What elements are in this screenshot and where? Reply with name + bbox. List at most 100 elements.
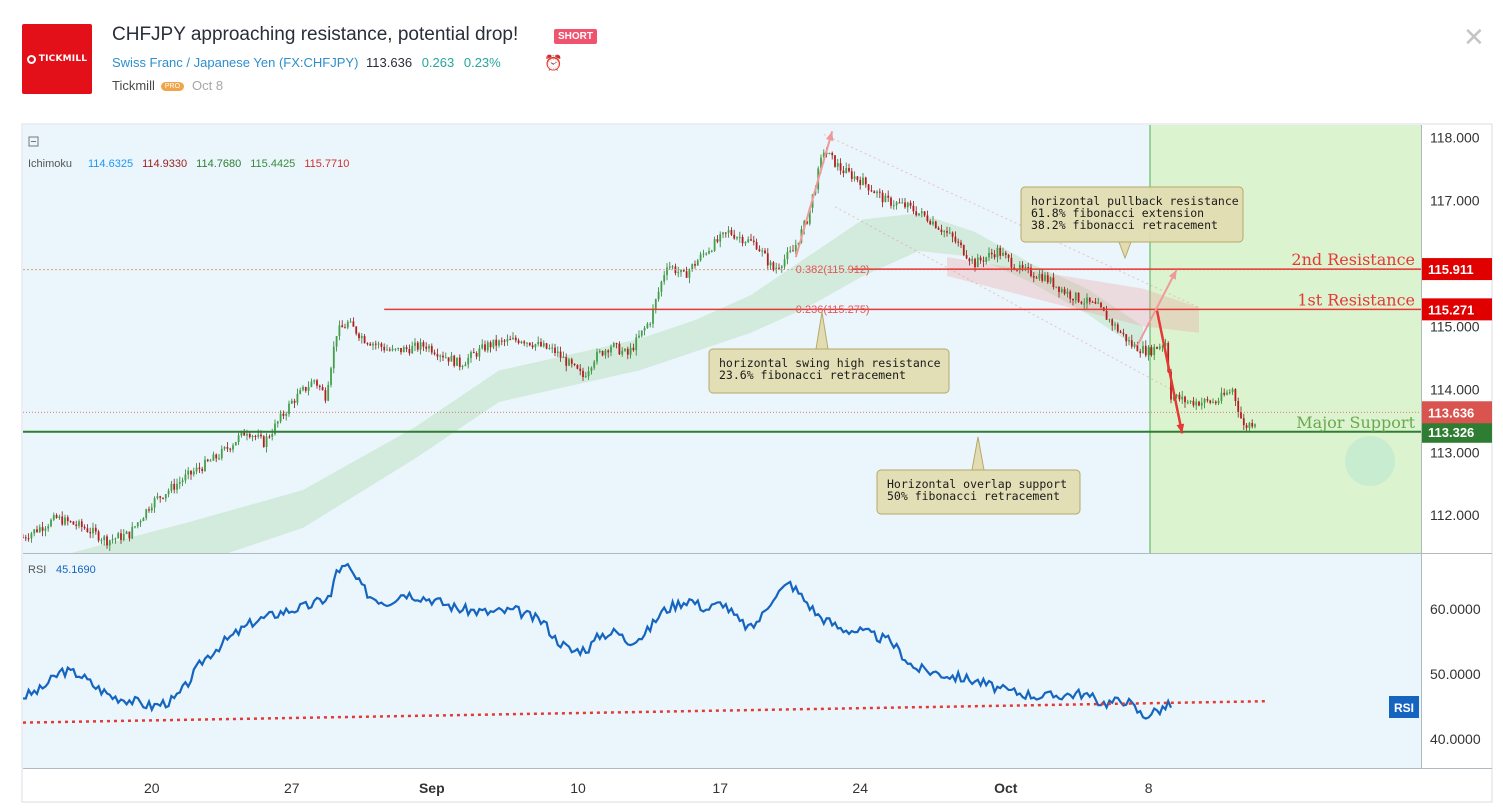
candle-body <box>940 229 943 233</box>
candle-body <box>867 184 870 191</box>
candle-body <box>1245 425 1248 428</box>
candle-body <box>1049 277 1052 283</box>
candle-body <box>75 524 78 526</box>
candle-body <box>204 459 206 471</box>
candle-body <box>1035 277 1038 279</box>
candle-body <box>310 381 313 387</box>
candle-body <box>520 341 523 344</box>
candle-body <box>1184 396 1186 403</box>
candle-body <box>229 448 232 450</box>
candle-body <box>360 336 363 339</box>
candle-body <box>590 367 593 372</box>
candle-body <box>822 152 825 158</box>
candle-body <box>36 529 38 533</box>
candle-body <box>744 242 747 244</box>
author-name-link[interactable]: Tickmill <box>112 78 155 93</box>
candle-body <box>666 267 668 276</box>
candle-body <box>453 355 456 366</box>
candle-body <box>794 244 797 251</box>
candle-body <box>240 431 243 436</box>
candle-body <box>974 258 976 268</box>
ichimoku-label[interactable]: Ichimoku <box>28 158 72 170</box>
candle-body <box>397 347 400 349</box>
candle-body <box>293 400 296 403</box>
candle-body <box>870 190 873 192</box>
candle-body <box>918 213 920 216</box>
candle-body <box>461 366 464 368</box>
candle-body <box>148 509 150 511</box>
candle-body <box>1086 297 1088 304</box>
candle-body <box>929 221 932 225</box>
candle-body <box>1192 400 1195 406</box>
candle-body <box>926 215 929 222</box>
candle-body <box>503 340 506 342</box>
candle-body <box>66 517 69 522</box>
candle-body <box>232 445 234 450</box>
candle-body <box>64 517 66 525</box>
candle-body <box>610 346 612 353</box>
candle-body <box>1108 319 1111 321</box>
candle-body <box>607 350 610 353</box>
candle-body <box>593 361 596 368</box>
candle-body <box>498 340 500 346</box>
candle-body <box>778 267 780 269</box>
pro-badge: PRO <box>160 82 185 92</box>
scroll-marker-icon[interactable] <box>1345 436 1395 486</box>
candle-body <box>747 239 750 243</box>
candle-body <box>887 195 890 198</box>
candle-body <box>428 345 430 349</box>
candle-body <box>920 211 923 214</box>
close-icon[interactable]: ✕ <box>1463 22 1485 52</box>
candle-body <box>638 335 640 338</box>
candle-body <box>579 368 582 371</box>
tickmill-logo[interactable]: TICKMILL <box>22 24 92 94</box>
candle-body <box>965 255 968 259</box>
pullback-arrow-shaft <box>1136 269 1178 346</box>
rsi-value: 45.1690 <box>56 564 96 576</box>
candle-body <box>976 257 979 268</box>
candle-body <box>702 253 705 255</box>
candle-body <box>1083 303 1086 305</box>
candle-body <box>282 413 285 416</box>
candle-body <box>1032 276 1035 278</box>
candle-body <box>156 496 159 499</box>
candle-body <box>58 516 61 518</box>
candle-body <box>484 344 486 351</box>
candle-body <box>467 357 470 365</box>
symbol-code-link[interactable]: (FX:CHFJPY) <box>278 55 359 70</box>
legend-collapse-icon[interactable] <box>28 136 39 147</box>
candle-body <box>61 516 64 525</box>
candle-body <box>828 152 831 155</box>
candle-body <box>1111 319 1114 326</box>
candle-body <box>1119 331 1122 333</box>
candle-body <box>932 221 934 225</box>
candle-body <box>912 205 915 212</box>
candle-body <box>783 259 786 267</box>
candle-body <box>422 342 425 347</box>
candle-body <box>226 447 229 449</box>
candle-body <box>820 157 822 169</box>
candle-body <box>324 390 327 401</box>
rsi-label[interactable]: RSI <box>28 564 46 576</box>
candle-body <box>859 179 862 185</box>
price-tick: 115.000 <box>1430 318 1480 334</box>
candle-body <box>892 205 895 207</box>
candle-body <box>338 325 341 337</box>
candle-body <box>951 232 954 237</box>
candle-body <box>108 540 111 546</box>
candle-body <box>1063 289 1066 294</box>
candle-body <box>80 521 83 527</box>
candle-body <box>1251 422 1254 427</box>
symbol-name-link[interactable]: Swiss Franc / Japanese Yen <box>112 55 276 70</box>
candle-body <box>24 537 27 539</box>
time-tick: 17 <box>712 780 728 796</box>
channel-lower <box>834 206 1172 390</box>
candle-body <box>1074 292 1077 301</box>
candle-body <box>55 515 58 518</box>
candle-body <box>671 266 674 268</box>
alarm-clock-icon[interactable]: ⏰ <box>544 55 563 72</box>
